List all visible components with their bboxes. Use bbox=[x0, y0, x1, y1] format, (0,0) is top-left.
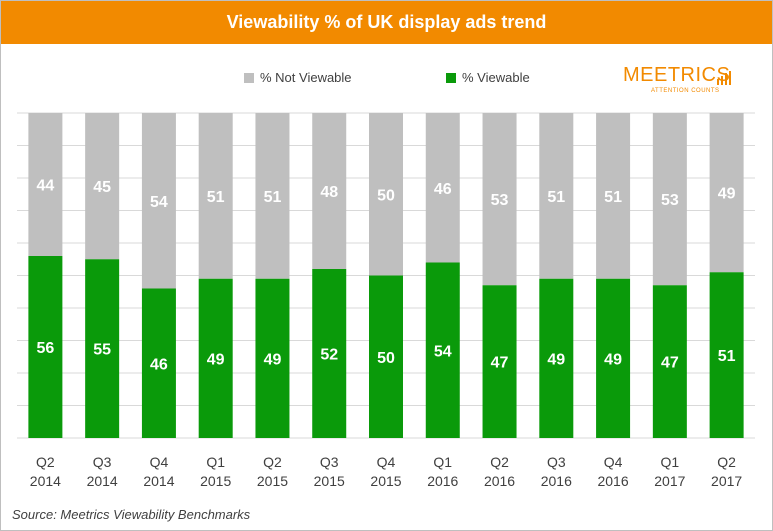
data-label-viewable: 46 bbox=[150, 356, 168, 373]
x-tick-label-quarter: Q1 bbox=[433, 454, 452, 470]
x-tick-label-quarter: Q3 bbox=[547, 454, 566, 470]
bar-not-viewable bbox=[85, 113, 120, 260]
bar-not-viewable bbox=[482, 113, 517, 286]
bar-viewable bbox=[198, 278, 233, 438]
bar-not-viewable bbox=[28, 113, 63, 256]
data-label-not-viewable: 48 bbox=[320, 184, 338, 201]
bar-not-viewable bbox=[312, 113, 347, 269]
x-tick-label-quarter: Q1 bbox=[206, 454, 225, 470]
bar-viewable bbox=[28, 256, 63, 438]
data-label-not-viewable: 44 bbox=[36, 178, 54, 195]
data-label-viewable: 56 bbox=[36, 340, 54, 357]
data-label-viewable: 49 bbox=[547, 351, 565, 368]
x-tick-label-quarter: Q3 bbox=[93, 454, 112, 470]
x-tick-label-year: 2016 bbox=[427, 473, 458, 489]
bar-viewable bbox=[255, 278, 290, 438]
x-tick-label-year: 2015 bbox=[200, 473, 231, 489]
x-tick-label-quarter: Q2 bbox=[36, 454, 55, 470]
data-label-not-viewable: 51 bbox=[264, 189, 282, 206]
x-tick-label-quarter: Q4 bbox=[604, 454, 623, 470]
x-tick-label-year: 2014 bbox=[143, 473, 174, 489]
legend-label-not-viewable: % Not Viewable bbox=[260, 70, 352, 85]
legend-swatch-viewable bbox=[446, 72, 456, 83]
bar-viewable bbox=[652, 285, 687, 438]
data-label-viewable: 47 bbox=[661, 355, 679, 372]
x-tick-label-quarter: Q2 bbox=[490, 454, 509, 470]
x-tick-label-quarter: Q2 bbox=[263, 454, 282, 470]
data-label-viewable: 55 bbox=[93, 342, 111, 359]
x-tick-label-quarter: Q1 bbox=[661, 454, 680, 470]
data-label-not-viewable: 53 bbox=[661, 192, 679, 209]
data-label-not-viewable: 50 bbox=[377, 187, 395, 204]
bar-not-viewable bbox=[255, 113, 290, 279]
x-tick-label-year: 2016 bbox=[597, 473, 628, 489]
x-tick-label-year: 2015 bbox=[314, 473, 345, 489]
x-tick-label-quarter: Q4 bbox=[377, 454, 396, 470]
bar-viewable bbox=[369, 275, 403, 438]
data-label-viewable: 49 bbox=[604, 351, 622, 368]
legend-label-viewable: % Viewable bbox=[462, 70, 530, 85]
logo-tagline: ATTENTION COUNTS bbox=[651, 88, 720, 94]
bar-viewable bbox=[85, 259, 120, 438]
data-label-not-viewable: 51 bbox=[604, 189, 622, 206]
bar-not-viewable bbox=[425, 113, 460, 263]
data-label-viewable: 47 bbox=[491, 355, 509, 372]
bar-viewable bbox=[482, 285, 517, 438]
legend-swatch-not-viewable bbox=[244, 72, 254, 83]
bar-not-viewable bbox=[198, 113, 233, 279]
data-label-viewable: 52 bbox=[320, 347, 338, 364]
bar-not-viewable bbox=[596, 113, 631, 279]
bar-not-viewable bbox=[539, 113, 574, 279]
logo-bars-icon bbox=[717, 71, 735, 85]
data-label-viewable: 49 bbox=[207, 351, 225, 368]
data-label-not-viewable: 51 bbox=[547, 189, 565, 206]
chart-title-bar: Viewability % of UK display ads trend bbox=[1, 1, 772, 44]
x-tick-label-quarter: Q3 bbox=[320, 454, 339, 470]
chart-title: Viewability % of UK display ads trend bbox=[226, 12, 547, 32]
bar-viewable bbox=[709, 272, 744, 438]
bar-viewable bbox=[425, 262, 460, 438]
data-label-viewable: 50 bbox=[377, 350, 395, 367]
bar-viewable bbox=[539, 278, 574, 438]
x-tick-label-year: 2017 bbox=[711, 473, 742, 489]
x-tick-label-quarter: Q2 bbox=[717, 454, 736, 470]
x-tick-label-year: 2016 bbox=[541, 473, 572, 489]
x-tick-label-year: 2015 bbox=[257, 473, 288, 489]
data-label-not-viewable: 49 bbox=[718, 186, 736, 203]
bar-viewable bbox=[312, 269, 347, 438]
chart-source: Source: Meetrics Viewability Benchmarks bbox=[12, 507, 251, 522]
legend-item-not-viewable: % Not Viewable bbox=[244, 70, 352, 85]
data-label-not-viewable: 53 bbox=[491, 192, 509, 209]
x-tick-label-year: 2016 bbox=[484, 473, 515, 489]
meetrics-logo: MEETRICS ATTENTION COUNTS bbox=[623, 64, 735, 100]
bar-not-viewable bbox=[369, 113, 403, 276]
data-label-not-viewable: 46 bbox=[434, 181, 452, 198]
data-label-viewable: 49 bbox=[264, 351, 282, 368]
data-label-viewable: 51 bbox=[718, 348, 736, 365]
logo-wordmark: MEETRICS bbox=[623, 64, 731, 86]
data-label-not-viewable: 54 bbox=[150, 194, 168, 211]
x-tick-label-year: 2015 bbox=[370, 473, 401, 489]
bar-viewable bbox=[596, 278, 631, 438]
data-label-viewable: 54 bbox=[434, 343, 452, 360]
x-tick-label-year: 2017 bbox=[654, 473, 685, 489]
bar-viewable bbox=[141, 288, 176, 438]
data-label-not-viewable: 51 bbox=[207, 189, 225, 206]
bar-not-viewable bbox=[141, 113, 176, 289]
x-tick-label-year: 2014 bbox=[87, 473, 118, 489]
bar-not-viewable bbox=[709, 113, 744, 273]
legend-item-viewable: % Viewable bbox=[446, 70, 530, 85]
data-label-not-viewable: 45 bbox=[93, 179, 111, 196]
x-tick-label-quarter: Q4 bbox=[150, 454, 169, 470]
bar-not-viewable bbox=[652, 113, 687, 286]
x-tick-label-year: 2014 bbox=[30, 473, 61, 489]
